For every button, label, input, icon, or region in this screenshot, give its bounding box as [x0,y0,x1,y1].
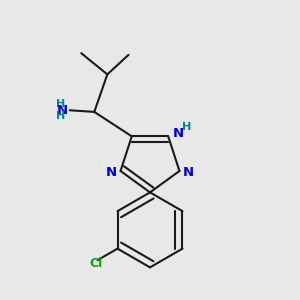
Text: N: N [183,166,194,179]
Text: Cl: Cl [89,257,103,271]
Text: H: H [56,111,65,121]
Text: H: H [56,99,65,110]
Text: N: N [57,104,68,117]
Text: N: N [106,166,117,179]
Text: H: H [182,122,191,132]
Text: N: N [172,127,184,140]
